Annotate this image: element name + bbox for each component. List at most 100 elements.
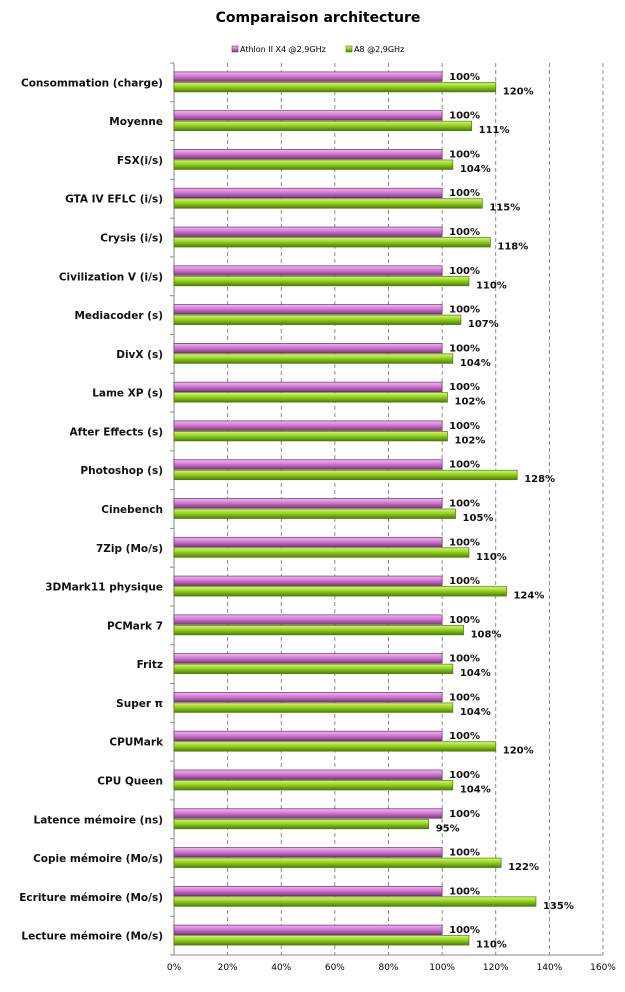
bar-a8: [173, 935, 470, 946]
bar-athlon: [173, 343, 443, 354]
bar-a8: [173, 780, 454, 791]
category-label: Consommation (charge): [21, 77, 163, 89]
data-label-athlon: 100%: [449, 537, 480, 548]
bar-athlon: [173, 730, 443, 742]
data-label-a8: 110%: [476, 552, 507, 563]
bar-athlon: [173, 149, 443, 160]
bar-a8: [173, 431, 448, 442]
data-label-a8: 110%: [476, 940, 507, 951]
legend-label-a8: A8 @2,9GHz: [354, 45, 404, 54]
bar-a8: [173, 392, 448, 403]
category-label: Cinebench: [101, 504, 163, 516]
data-label-a8: 111%: [479, 125, 510, 136]
data-label-athlon: 100%: [449, 925, 480, 936]
category-label: Crysis (i/s): [100, 233, 163, 245]
bar-a8: [173, 741, 497, 752]
data-label-a8: 102%: [454, 435, 485, 446]
data-label-a8: 135%: [543, 901, 574, 912]
bar-a8: [173, 275, 470, 287]
category-label: Ecriture mémoire (Mo/s): [19, 892, 163, 904]
bar-a8: [173, 469, 518, 481]
data-label-a8: 95%: [436, 823, 460, 834]
bar-athlon: [173, 885, 443, 897]
bar-athlon: [173, 110, 443, 121]
category-label: Civilization V (i/s): [59, 271, 163, 283]
category-label: FSX(i/s): [117, 155, 163, 167]
data-label-a8: 105%: [463, 513, 494, 524]
chart-title: Comparaison architecture: [216, 10, 421, 26]
bar-athlon: [173, 692, 443, 703]
data-label-athlon: 100%: [449, 188, 480, 199]
category-label: Moyenne: [109, 116, 163, 128]
x-tick-label: 40%: [271, 963, 291, 973]
category-label: CPU Queen: [97, 775, 163, 787]
legend-label-athlon: Athlon II X4 @2,9GHz: [240, 45, 326, 54]
category-label: Lame XP (s): [92, 388, 163, 400]
bar-a8: [173, 547, 470, 558]
data-label-a8: 104%: [460, 358, 491, 369]
bar-athlon: [173, 847, 443, 858]
data-label-athlon: 100%: [449, 692, 480, 703]
data-label-a8: 107%: [468, 319, 499, 330]
bar-a8: [173, 663, 454, 674]
data-label-athlon: 100%: [449, 266, 480, 277]
data-label-a8: 115%: [489, 203, 520, 214]
data-label-athlon: 100%: [449, 460, 480, 471]
data-label-athlon: 100%: [449, 421, 480, 432]
data-label-athlon: 100%: [449, 848, 480, 859]
bar-athlon: [173, 924, 443, 935]
data-label-a8: 110%: [476, 280, 507, 291]
x-tick-label: 120%: [483, 963, 509, 973]
category-label: 7Zip (Mo/s): [96, 543, 163, 555]
data-label-athlon: 100%: [449, 382, 480, 393]
category-label: Fritz: [137, 659, 163, 671]
data-label-athlon: 100%: [449, 886, 480, 897]
bar-athlon: [173, 536, 443, 548]
legend-swatch-a8: [345, 45, 353, 53]
bar-a8: [173, 120, 472, 132]
bar-a8: [173, 624, 464, 636]
data-label-athlon: 100%: [449, 72, 480, 83]
category-label: Latence mémoire (ns): [34, 814, 164, 826]
category-label: Mediacoder (s): [74, 310, 163, 322]
data-label-a8: 118%: [497, 242, 528, 253]
data-label-athlon: 100%: [449, 731, 480, 742]
category-label: 3DMark11 physique: [45, 582, 163, 594]
bar-athlon: [173, 381, 443, 393]
category-label: GTA IV EFLC (i/s): [65, 194, 163, 206]
x-tick-label: 20%: [218, 963, 238, 973]
bar-athlon: [173, 71, 443, 82]
x-tick-label: 100%: [429, 963, 455, 973]
data-label-a8: 104%: [460, 784, 491, 795]
bar-a8: [173, 353, 454, 364]
data-label-athlon: 100%: [449, 770, 480, 781]
category-label: Copie mémoire (Mo/s): [33, 853, 163, 865]
data-label-a8: 104%: [460, 707, 491, 718]
data-label-athlon: 100%: [449, 227, 480, 238]
x-tick-label: 0%: [167, 963, 182, 973]
category-label: Lecture mémoire (Mo/s): [21, 931, 163, 943]
bar-athlon: [173, 304, 443, 315]
data-label-a8: 120%: [503, 86, 534, 97]
data-label-a8: 122%: [508, 862, 539, 873]
data-label-a8: 102%: [454, 397, 485, 408]
category-label: CPUMark: [109, 737, 164, 749]
bar-athlon: [173, 420, 443, 431]
category-label: Super π: [116, 698, 163, 710]
data-label-a8: 104%: [460, 668, 491, 679]
data-label-athlon: 100%: [449, 809, 480, 820]
bar-a8: [173, 857, 502, 868]
data-label-a8: 128%: [524, 474, 555, 485]
bar-a8: [173, 896, 537, 907]
category-label: DivX (s): [116, 349, 163, 361]
data-label-a8: 124%: [513, 591, 544, 602]
legend-swatch-athlon: [231, 45, 239, 53]
data-label-athlon: 100%: [449, 499, 480, 510]
bar-athlon: [173, 498, 443, 509]
data-label-athlon: 100%: [449, 576, 480, 587]
bar-athlon: [173, 187, 443, 199]
bar-a8: [173, 702, 454, 713]
x-tick-label: 60%: [325, 963, 345, 973]
bar-a8: [173, 198, 483, 209]
